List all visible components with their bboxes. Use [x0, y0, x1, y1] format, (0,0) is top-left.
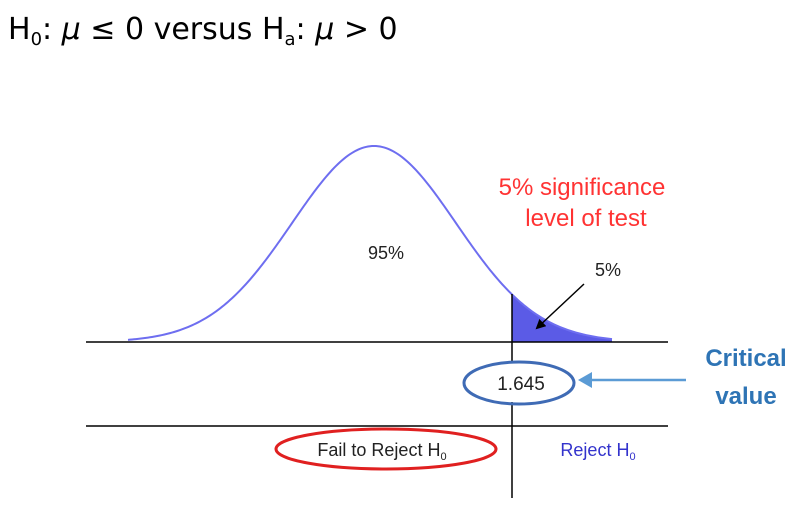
significance-label-line2: level of test	[525, 205, 647, 232]
hypothesis-statement: H0: μ ≤ 0 versus Ha: μ > 0	[8, 12, 398, 50]
critical-value-arrowhead	[578, 372, 592, 388]
h0-letter: H	[8, 12, 31, 47]
reject-label: Reject H0	[560, 440, 635, 463]
ha-mu-symbol: μ	[315, 12, 335, 47]
h0-colon: :	[42, 12, 62, 47]
ha-subscript: a	[284, 29, 296, 50]
h0-mu-symbol: μ	[61, 12, 81, 47]
rejection-tail-area	[512, 294, 612, 342]
ha-colon: :	[295, 12, 316, 47]
ha-relation: > 0	[334, 12, 398, 47]
critical-value-number: 1.645	[497, 374, 545, 395]
fail-to-reject-label: Fail to Reject H0	[317, 440, 446, 463]
critical-value-ellipse	[462, 360, 576, 406]
ha-letter: H	[261, 12, 285, 47]
normal-curve	[127, 144, 613, 341]
tail-pointer-arrow	[535, 283, 585, 330]
tail-area-label: 5%	[595, 260, 621, 280]
significance-label-line1: 5% significance	[499, 174, 666, 201]
critical-value-label-line1: Critical	[705, 345, 786, 372]
critical-value-label-line2: value	[715, 383, 776, 410]
h0-subscript: 0	[30, 29, 43, 50]
fail-to-reject-ellipse	[274, 427, 498, 471]
h0-relation: ≤ 0 versus	[80, 12, 262, 47]
center-area-label: 95%	[368, 243, 404, 263]
